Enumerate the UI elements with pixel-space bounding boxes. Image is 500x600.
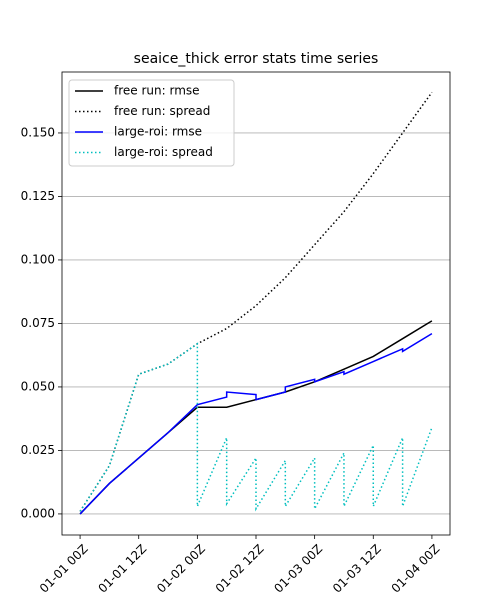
y-tick-label: 0.025 bbox=[21, 443, 55, 457]
y-tick-label: 0.100 bbox=[21, 252, 55, 266]
y-tick-label: 0.150 bbox=[21, 125, 55, 139]
legend-box bbox=[68, 79, 235, 167]
x-tick-label: 01-04 00Z bbox=[389, 542, 443, 596]
plot-frame bbox=[61, 71, 451, 536]
legend-label: free run: rmse bbox=[114, 84, 200, 98]
legend-label: free run: spread bbox=[114, 104, 210, 118]
x-tick-label: 01-02 00Z bbox=[154, 542, 208, 596]
legend-label: large-roi: spread bbox=[114, 145, 213, 159]
y-tick-label: 0.000 bbox=[21, 506, 55, 520]
x-tick-label: 01-02 12Z bbox=[213, 542, 267, 596]
x-tick-label: 01-01 12Z bbox=[95, 542, 149, 596]
series-line bbox=[79, 342, 433, 512]
chart-title: seaice_thick error stats time series bbox=[134, 51, 379, 67]
x-tick-label: 01-01 00Z bbox=[37, 542, 91, 596]
series-line bbox=[79, 91, 433, 512]
x-tick-label: 01-03 00Z bbox=[271, 542, 325, 596]
y-tick-label: 0.125 bbox=[21, 189, 55, 203]
series-line bbox=[79, 332, 433, 515]
y-tick-label: 0.075 bbox=[21, 316, 55, 330]
y-tick-label: 0.050 bbox=[21, 379, 55, 393]
x-tick-label: 01-03 12Z bbox=[330, 542, 384, 596]
legend-label: large-roi: rmse bbox=[114, 125, 202, 139]
